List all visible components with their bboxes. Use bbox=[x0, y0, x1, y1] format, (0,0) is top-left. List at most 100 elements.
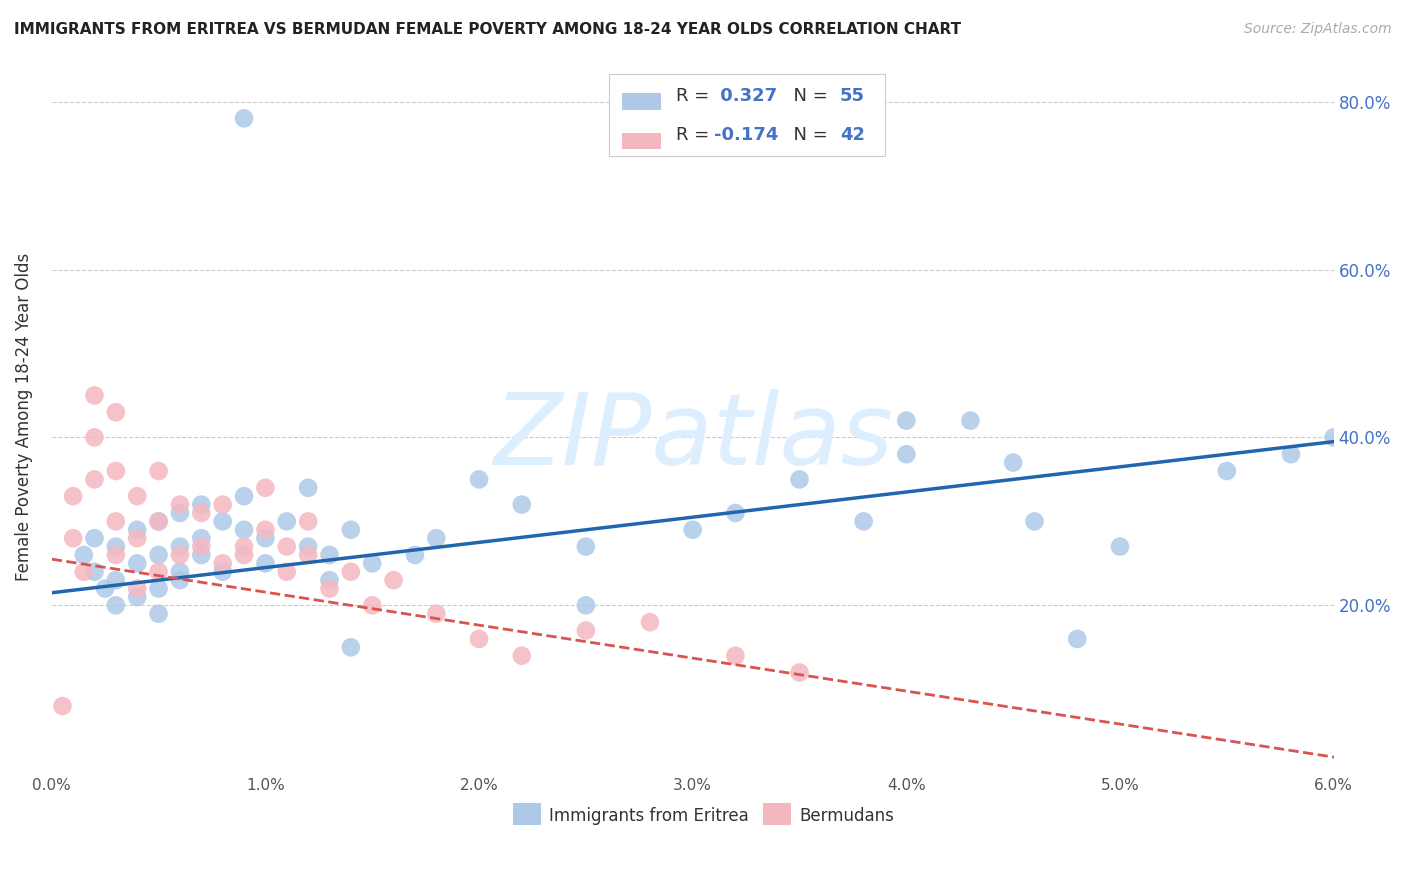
Point bbox=[127, 590, 149, 604]
Text: Immigrants from Eritrea: Immigrants from Eritrea bbox=[550, 807, 749, 825]
Point bbox=[169, 565, 191, 579]
Point bbox=[127, 531, 149, 545]
Text: Source: ZipAtlas.com: Source: ZipAtlas.com bbox=[1244, 22, 1392, 37]
Point bbox=[896, 447, 918, 461]
Point bbox=[297, 548, 319, 562]
Point bbox=[254, 531, 277, 545]
Point bbox=[297, 515, 319, 529]
Point bbox=[575, 624, 598, 638]
Point bbox=[51, 699, 73, 714]
Point bbox=[73, 548, 96, 562]
Point bbox=[83, 531, 105, 545]
Point bbox=[233, 489, 256, 503]
Point bbox=[468, 472, 491, 486]
Point bbox=[510, 498, 533, 512]
FancyBboxPatch shape bbox=[623, 94, 661, 110]
Point bbox=[127, 582, 149, 596]
Point bbox=[169, 548, 191, 562]
Point bbox=[190, 548, 212, 562]
Point bbox=[1109, 540, 1132, 554]
Point bbox=[62, 489, 84, 503]
Point bbox=[104, 599, 127, 613]
Y-axis label: Female Poverty Among 18-24 Year Olds: Female Poverty Among 18-24 Year Olds bbox=[15, 252, 32, 581]
FancyBboxPatch shape bbox=[763, 803, 792, 824]
Point bbox=[404, 548, 426, 562]
Point bbox=[211, 557, 233, 571]
Point bbox=[127, 557, 149, 571]
Point bbox=[148, 607, 170, 621]
Text: -0.174: -0.174 bbox=[714, 126, 779, 144]
Point bbox=[425, 531, 447, 545]
Point bbox=[1216, 464, 1239, 478]
Point bbox=[297, 481, 319, 495]
Point bbox=[169, 540, 191, 554]
Point bbox=[148, 515, 170, 529]
Point bbox=[127, 523, 149, 537]
Point bbox=[211, 498, 233, 512]
Text: 42: 42 bbox=[841, 126, 865, 144]
Point bbox=[340, 565, 363, 579]
Point bbox=[724, 648, 747, 663]
Text: R =: R = bbox=[676, 126, 716, 144]
Point bbox=[276, 565, 298, 579]
Point bbox=[211, 565, 233, 579]
Point bbox=[169, 498, 191, 512]
Point bbox=[852, 515, 875, 529]
Point bbox=[1024, 515, 1046, 529]
Text: ZIPatlas: ZIPatlas bbox=[492, 389, 893, 486]
Point bbox=[127, 489, 149, 503]
Point bbox=[190, 531, 212, 545]
Text: 0.327: 0.327 bbox=[714, 87, 778, 104]
Point bbox=[83, 388, 105, 402]
FancyBboxPatch shape bbox=[513, 803, 541, 824]
Point bbox=[638, 615, 661, 629]
Point bbox=[1323, 430, 1346, 444]
Point bbox=[340, 523, 363, 537]
Point bbox=[83, 565, 105, 579]
Point bbox=[575, 540, 598, 554]
Point bbox=[1066, 632, 1088, 646]
Point bbox=[169, 506, 191, 520]
Point bbox=[361, 557, 384, 571]
Point bbox=[959, 414, 981, 428]
Point bbox=[254, 557, 277, 571]
Point bbox=[190, 540, 212, 554]
Point bbox=[340, 640, 363, 655]
Point bbox=[233, 112, 256, 126]
Point bbox=[318, 573, 340, 587]
Point bbox=[896, 414, 918, 428]
Point bbox=[468, 632, 491, 646]
Point bbox=[789, 665, 811, 680]
Text: N =: N = bbox=[782, 126, 834, 144]
Point bbox=[62, 531, 84, 545]
Point bbox=[510, 648, 533, 663]
Point bbox=[789, 472, 811, 486]
Text: R =: R = bbox=[676, 87, 716, 104]
Point bbox=[211, 515, 233, 529]
Point bbox=[233, 548, 256, 562]
Point bbox=[276, 515, 298, 529]
Point bbox=[1002, 456, 1025, 470]
Point bbox=[148, 582, 170, 596]
Point bbox=[148, 548, 170, 562]
Text: 55: 55 bbox=[841, 87, 865, 104]
Point bbox=[148, 565, 170, 579]
Point bbox=[682, 523, 704, 537]
Point bbox=[318, 582, 340, 596]
Point bbox=[575, 599, 598, 613]
FancyBboxPatch shape bbox=[609, 74, 884, 156]
Point bbox=[83, 472, 105, 486]
Point bbox=[104, 573, 127, 587]
Point bbox=[1279, 447, 1302, 461]
Point bbox=[73, 565, 96, 579]
Point bbox=[382, 573, 405, 587]
Point bbox=[233, 523, 256, 537]
FancyBboxPatch shape bbox=[623, 133, 661, 149]
Point bbox=[254, 523, 277, 537]
Point bbox=[190, 498, 212, 512]
Point bbox=[190, 506, 212, 520]
Point bbox=[169, 573, 191, 587]
Point bbox=[104, 405, 127, 419]
Point bbox=[148, 515, 170, 529]
Point bbox=[276, 540, 298, 554]
